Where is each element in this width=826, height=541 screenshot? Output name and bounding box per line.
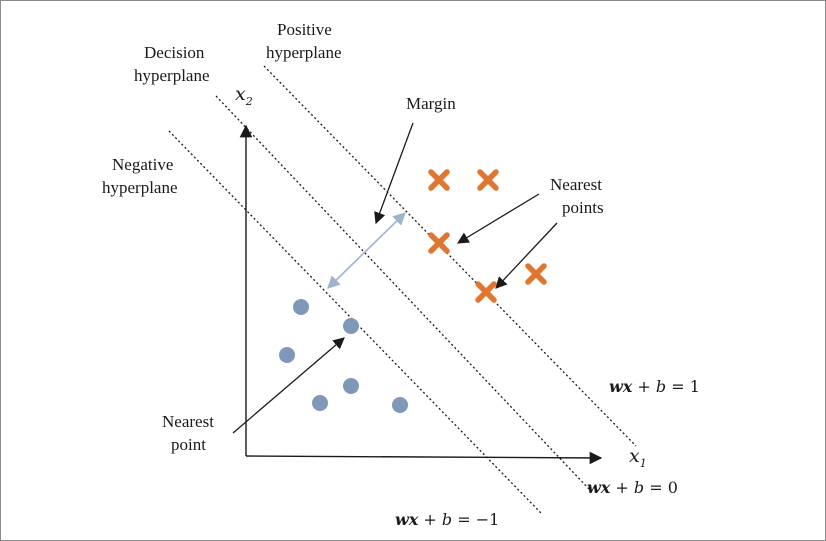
negative-hyperplane-label-line1: Negative (112, 155, 173, 174)
nearest-points-arrow-lower (495, 222, 558, 289)
nearest-points-arrow-upper (456, 193, 540, 244)
decision-hyperplane-label-line2: hyperplane (134, 66, 210, 85)
negative-hyperplane-label-line2: hyperplane (102, 178, 178, 197)
cross-point (525, 263, 547, 285)
circle-point (312, 395, 328, 411)
nearest-points-label-line1: Nearest (550, 175, 602, 194)
cross-point (428, 169, 450, 191)
circle-point (293, 299, 309, 315)
circle-point (392, 397, 408, 413)
cross-point-nearest (475, 281, 497, 303)
circle-point-nearest (343, 318, 359, 334)
nearest-point-arrow (232, 337, 345, 434)
positive-hyperplane-label-line2: hyperplane (266, 43, 342, 62)
positive-hyperplane-label-line1: Positive (277, 20, 332, 39)
cross-points (428, 169, 547, 303)
x1-axis-label: x1 (629, 445, 647, 470)
cross-point (477, 169, 499, 191)
nearest-points-label-line2: points (562, 198, 604, 217)
margin-arrow (327, 212, 406, 289)
nearest-point-label-line2: point (171, 435, 206, 454)
positive-hyperplane-equation: wx + b = 1 (609, 377, 700, 396)
decision-hyperplane-equation: wx + b = 0 (587, 478, 678, 497)
nearest-point-label-line1: Nearest (162, 412, 214, 431)
decision-hyperplane-label-line1: Decision (144, 43, 205, 62)
margin-label: Margin (406, 94, 456, 113)
x-axis (245, 451, 603, 465)
circle-point (279, 347, 295, 363)
positive-hyperplane-line (263, 65, 637, 447)
x2-axis-label: x2 (235, 83, 253, 108)
circle-point (343, 378, 359, 394)
margin-pointer-arrow (374, 122, 414, 225)
circle-points (279, 299, 408, 413)
cross-point-nearest (428, 232, 450, 254)
decision-hyperplane-line (215, 95, 590, 490)
negative-hyperplane-equation: wx + b = −1 (395, 510, 499, 529)
